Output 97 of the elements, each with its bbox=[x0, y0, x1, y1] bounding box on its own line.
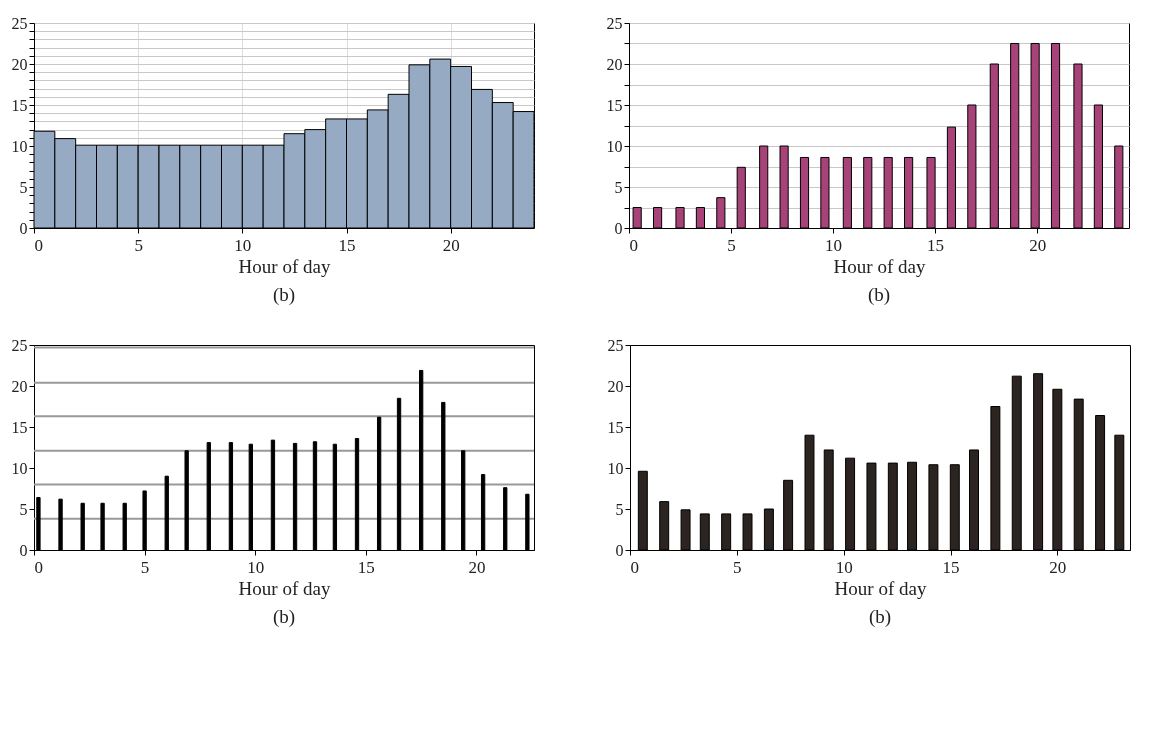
text: (b) bbox=[272, 284, 296, 306]
y-tick-label: 25 bbox=[606, 14, 623, 32]
x-tick-label: 0 bbox=[630, 557, 639, 577]
bar bbox=[80, 502, 85, 551]
x-tick-label: 5 bbox=[727, 235, 736, 255]
bar bbox=[332, 443, 338, 551]
y-tick-label: 5 bbox=[19, 178, 28, 196]
bar bbox=[1114, 434, 1125, 551]
x-axis-title: Hour of day bbox=[238, 577, 331, 599]
bar bbox=[721, 513, 732, 551]
y-tick-label: 25 bbox=[11, 336, 28, 354]
bar bbox=[699, 513, 710, 551]
y-tick-label: 10 bbox=[11, 459, 28, 477]
text: (b) bbox=[867, 284, 891, 306]
bar bbox=[164, 475, 169, 551]
bar bbox=[480, 474, 486, 551]
bar bbox=[1095, 415, 1106, 551]
x-tick-label: 20 bbox=[468, 557, 486, 577]
y-tick-label: 5 bbox=[615, 500, 624, 518]
bar bbox=[928, 464, 939, 551]
y-tick-label: 10 bbox=[11, 137, 28, 155]
bar bbox=[887, 462, 898, 551]
y-tick-label: 15 bbox=[11, 418, 28, 436]
bar bbox=[122, 502, 127, 551]
x-tick-label: 0 bbox=[34, 557, 43, 577]
bar bbox=[354, 437, 360, 551]
y-tick-label: 5 bbox=[614, 178, 623, 196]
bar bbox=[376, 416, 382, 551]
y-tick-label: 25 bbox=[607, 336, 624, 354]
x-tick-label: 10 bbox=[835, 557, 853, 577]
x-tick-label: 20 bbox=[1029, 235, 1047, 255]
bar bbox=[441, 401, 446, 551]
y-tick-label: 15 bbox=[606, 96, 623, 114]
y-tick-label: 0 bbox=[19, 219, 28, 237]
y-tick-label: 10 bbox=[607, 459, 624, 477]
x-tick-label: 15 bbox=[338, 235, 356, 255]
bar bbox=[845, 457, 856, 551]
bar bbox=[763, 508, 774, 551]
x-tick-label: 5 bbox=[134, 235, 143, 255]
bar bbox=[1033, 373, 1044, 551]
text: (b) bbox=[272, 606, 296, 628]
bar bbox=[419, 369, 424, 551]
bar bbox=[292, 442, 298, 551]
bar bbox=[248, 443, 253, 551]
bar bbox=[58, 498, 63, 551]
bar bbox=[36, 497, 41, 551]
bar bbox=[525, 493, 530, 551]
bar bbox=[990, 406, 1001, 551]
x-tick-label: 10 bbox=[247, 557, 265, 577]
x-tick-label: 5 bbox=[140, 557, 150, 577]
bar bbox=[206, 442, 211, 551]
y-tick-label: 20 bbox=[606, 55, 623, 73]
bar bbox=[312, 441, 318, 551]
x-axis-title: Hour of day bbox=[238, 255, 331, 277]
bar bbox=[969, 449, 979, 551]
bar bbox=[100, 502, 105, 551]
bar bbox=[823, 449, 834, 551]
y-tick-label: 0 bbox=[614, 219, 623, 237]
x-axis-title: Hour of day bbox=[834, 577, 927, 599]
x-axis-title: Hour of day bbox=[833, 255, 926, 277]
bar bbox=[804, 434, 815, 551]
y-tick-label: 0 bbox=[19, 541, 28, 559]
y-tick-label: 20 bbox=[11, 377, 28, 395]
y-tick-label: 20 bbox=[607, 377, 624, 395]
bar bbox=[907, 461, 918, 551]
x-tick-label: 5 bbox=[733, 557, 742, 577]
bar bbox=[1073, 398, 1084, 551]
y-tick-label: 15 bbox=[11, 96, 28, 114]
bar bbox=[742, 513, 753, 551]
x-tick-label: 10 bbox=[825, 235, 843, 255]
y-tick-label: 20 bbox=[11, 55, 28, 73]
bar bbox=[783, 479, 794, 551]
bar bbox=[1011, 375, 1022, 551]
y-tick-label: 10 bbox=[606, 137, 623, 155]
bar bbox=[659, 501, 670, 551]
y-tick-label: 15 bbox=[607, 418, 624, 436]
text: (b) bbox=[868, 606, 892, 628]
bar bbox=[503, 487, 508, 551]
bar bbox=[866, 462, 877, 551]
y-tick-label: 0 bbox=[615, 541, 624, 559]
bar bbox=[461, 450, 466, 551]
bar bbox=[270, 439, 276, 551]
x-tick-label: 20 bbox=[1049, 557, 1067, 577]
bar bbox=[228, 442, 234, 551]
x-tick-label: 10 bbox=[234, 235, 252, 255]
bar bbox=[637, 470, 648, 551]
y-tick-label: 5 bbox=[19, 500, 28, 518]
bar bbox=[184, 450, 189, 551]
bar bbox=[680, 509, 691, 551]
x-tick-label: 15 bbox=[942, 557, 960, 577]
y-tick-label: 25 bbox=[11, 14, 28, 32]
x-tick-label: 20 bbox=[442, 235, 460, 255]
x-tick-label: 15 bbox=[357, 557, 375, 577]
bar bbox=[396, 397, 402, 551]
x-tick-label: 15 bbox=[927, 235, 945, 255]
x-tick-label: 0 bbox=[629, 235, 638, 255]
x-tick-label: 0 bbox=[34, 235, 43, 255]
